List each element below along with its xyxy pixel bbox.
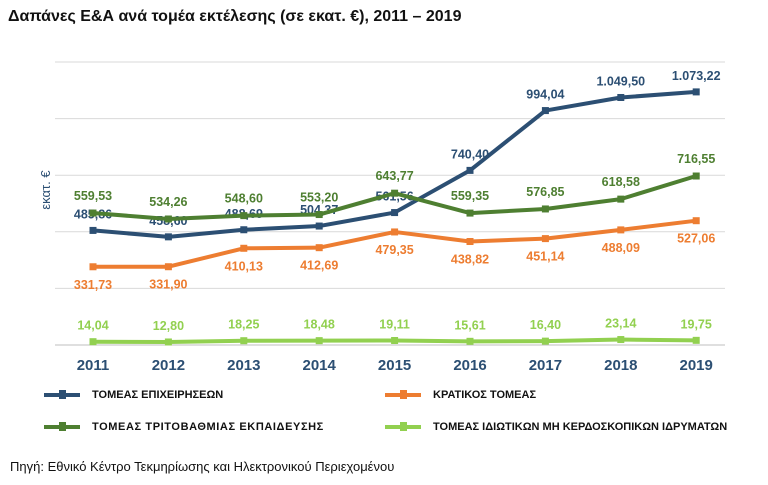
legend-swatch-business <box>44 390 80 399</box>
data-label: 716,55 <box>677 152 715 166</box>
data-point <box>240 226 248 234</box>
data-point <box>164 263 172 271</box>
data-label: 15,61 <box>454 318 485 332</box>
data-point <box>391 336 399 344</box>
data-label: 16,40 <box>530 318 561 332</box>
data-point <box>164 233 172 241</box>
legend-item-private-nonprofit: ΤΟΜΕΑΣ ΙΔΙΩΤΙΚΩΝ ΜΗ ΚΕΡΔΟΣΚΟΠΙΚΩΝ ΙΔΡΥΜΑ… <box>385 421 727 433</box>
data-point <box>240 212 248 220</box>
x-tick-label: 2015 <box>378 357 411 374</box>
legend-label-private-nonprofit: ΤΟΜΕΑΣ ΙΔΙΩΤΙΚΩΝ ΜΗ ΚΕΡΔΟΣΚΟΠΙΚΩΝ ΙΔΡΥΜΑ… <box>433 421 728 433</box>
x-tick-label: 2013 <box>227 357 260 374</box>
data-point <box>466 238 474 246</box>
x-tick-label: 2014 <box>303 357 337 374</box>
data-label: 23,14 <box>605 317 636 331</box>
data-label: 19,11 <box>379 317 410 331</box>
data-label: 643,77 <box>375 169 413 183</box>
data-point <box>692 172 700 180</box>
data-point <box>164 338 172 346</box>
data-point <box>692 88 700 96</box>
chart-title: Δαπάνες Ε&Α ανά τομέα εκτέλεσης (σε εκατ… <box>8 8 462 25</box>
data-label: 18,48 <box>304 318 335 332</box>
data-label: 618,58 <box>602 175 640 189</box>
data-point <box>164 215 172 223</box>
data-label: 548,60 <box>225 192 263 206</box>
data-label: 19,75 <box>681 317 712 331</box>
legend-swatch-government <box>385 390 421 399</box>
data-label: 1.073,22 <box>672 69 721 83</box>
legend-swatch-higher-education <box>44 422 80 431</box>
data-point <box>466 209 474 217</box>
data-point <box>692 336 700 344</box>
data-label: 1.049,50 <box>596 74 645 88</box>
legend-item-business: ΤΟΜΕΑΣ ΕΠΙΧΕΙΡΗΣΕΩΝ <box>44 389 223 401</box>
data-point <box>89 226 97 234</box>
data-point <box>89 263 97 271</box>
data-point <box>315 222 323 230</box>
legend-label-government: ΚΡΑΤΙΚΟΣ ΤΟΜΕΑΣ <box>433 389 537 401</box>
legend-label-higher-education: ΤΟΜΕΑΣ ΤΡΙΤΟΒΑΘΜΙΑΣ ΕΚΠΑΙΔΕΥΣΗΣ <box>92 421 324 433</box>
data-point <box>315 244 323 252</box>
x-tick-label: 2019 <box>680 357 713 374</box>
data-point <box>466 337 474 345</box>
data-point <box>617 93 625 101</box>
data-point <box>541 107 549 115</box>
data-label: 534,26 <box>149 195 187 209</box>
data-label: 553,20 <box>300 191 338 205</box>
data-label: 410,13 <box>225 259 263 273</box>
data-label: 559,35 <box>451 189 489 203</box>
x-tick-label: 2012 <box>152 357 185 374</box>
data-point <box>541 235 549 243</box>
data-point <box>617 226 625 234</box>
line-chart: εκατ. € 2011 2012 2013 2014 2015 2016 2017 2018 2… <box>38 61 725 374</box>
data-label: 412,69 <box>300 259 338 273</box>
data-point <box>240 337 248 345</box>
source-note: Πηγή: Εθνικό Κέντρο Τεκμηρίωσης και Ηλεκ… <box>10 459 395 474</box>
data-point <box>617 195 625 203</box>
x-tick-label: 2011 <box>77 357 110 374</box>
legend-item-higher-education: ΤΟΜΕΑΣ ΤΡΙΤΟΒΑΘΜΙΑΣ ΕΚΠΑΙΔΕΥΣΗΣ <box>44 421 324 433</box>
data-point <box>89 338 97 346</box>
data-point <box>466 166 474 174</box>
data-label: 14,04 <box>77 319 108 333</box>
data-label: 527,06 <box>677 232 715 246</box>
data-label: 994,04 <box>526 88 564 102</box>
data-point <box>391 189 399 197</box>
data-label: 740,40 <box>451 147 489 161</box>
data-point <box>541 205 549 213</box>
data-point <box>692 217 700 225</box>
data-point <box>315 337 323 345</box>
data-label: 479,35 <box>375 243 413 257</box>
data-label: 18,25 <box>228 318 259 332</box>
legend-label-business: ΤΟΜΕΑΣ ΕΠΙΧΕΙΡΗΣΕΩΝ <box>92 389 224 401</box>
data-label: 559,53 <box>74 189 112 203</box>
legend-item-government: ΚΡΑΤΙΚΟΣ ΤΟΜΕΑΣ <box>385 389 536 401</box>
y-axis-label: εκατ. € <box>38 170 53 210</box>
data-point <box>391 228 399 236</box>
data-point <box>240 244 248 252</box>
x-tick-label: 2016 <box>453 357 486 374</box>
legend-swatch-private-nonprofit <box>385 422 421 431</box>
data-label: 576,85 <box>526 185 564 199</box>
x-tick-label: 2018 <box>604 357 637 374</box>
x-tick-label: 2017 <box>529 357 562 374</box>
data-point <box>541 337 549 345</box>
data-label: 438,82 <box>451 253 489 267</box>
data-label: 331,90 <box>149 278 187 292</box>
data-point <box>391 209 399 217</box>
data-label: 331,73 <box>74 278 112 292</box>
data-label: 488,09 <box>602 241 640 255</box>
data-point <box>315 211 323 219</box>
data-label: 12,80 <box>153 319 184 333</box>
data-label: 451,14 <box>526 250 564 264</box>
data-point <box>89 209 97 217</box>
data-point <box>617 336 625 344</box>
